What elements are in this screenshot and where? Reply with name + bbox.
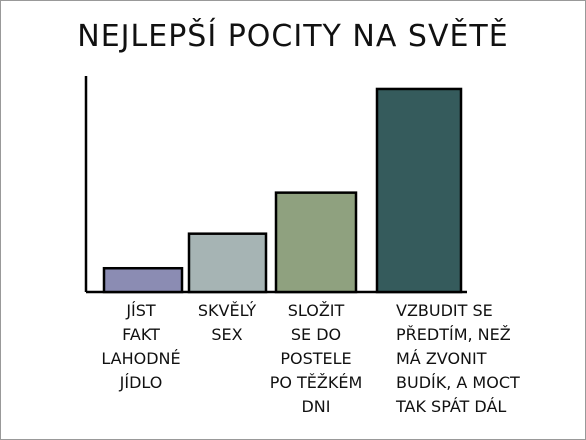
bar [274,191,358,294]
x-tick-label: SLOŽIT SE DO POSTELE PO TĚŽKÉM DNI [269,301,363,416]
x-tick-label: SKVĚLÝ SEX [197,301,257,344]
x-tick-label: VZBUDIT SE PŘEDTÍM, NEŽ MÁ ZVONIT BUDÍK,… [396,301,520,416]
bar [375,87,463,294]
bar [187,232,268,294]
chart-title: NEJLEPŠÍ POCITY NA SVĚTĚ [77,19,509,54]
x-tick-label: JÍST FAKT LAHODNÉ JÍDLO [101,301,181,392]
bar [102,266,184,294]
